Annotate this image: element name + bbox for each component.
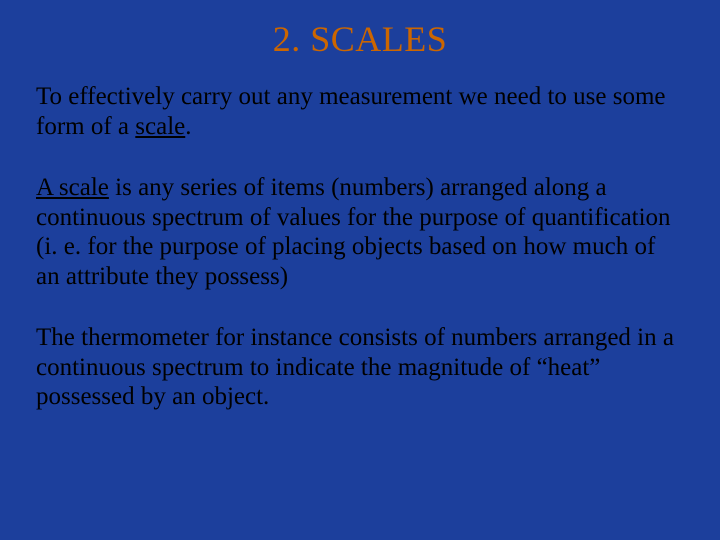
- paragraph-3: The thermometer for instance consists of…: [36, 323, 684, 412]
- paragraph-2: A scale is any series of items (numbers)…: [36, 173, 684, 291]
- slide-title: 2. SCALES: [36, 18, 684, 60]
- paragraph-2-text-a: is any series of items (numbers) arrange…: [36, 174, 671, 290]
- slide: 2. SCALES To effectively carry out any m…: [0, 0, 720, 540]
- paragraph-1-text-a: To effectively carry out any measurement…: [36, 83, 666, 140]
- paragraph-1: To effectively carry out any measurement…: [36, 82, 684, 141]
- paragraph-1-underline: scale: [135, 113, 185, 140]
- paragraph-2-underline: A scale: [36, 174, 109, 201]
- paragraph-1-text-b: .: [185, 113, 191, 140]
